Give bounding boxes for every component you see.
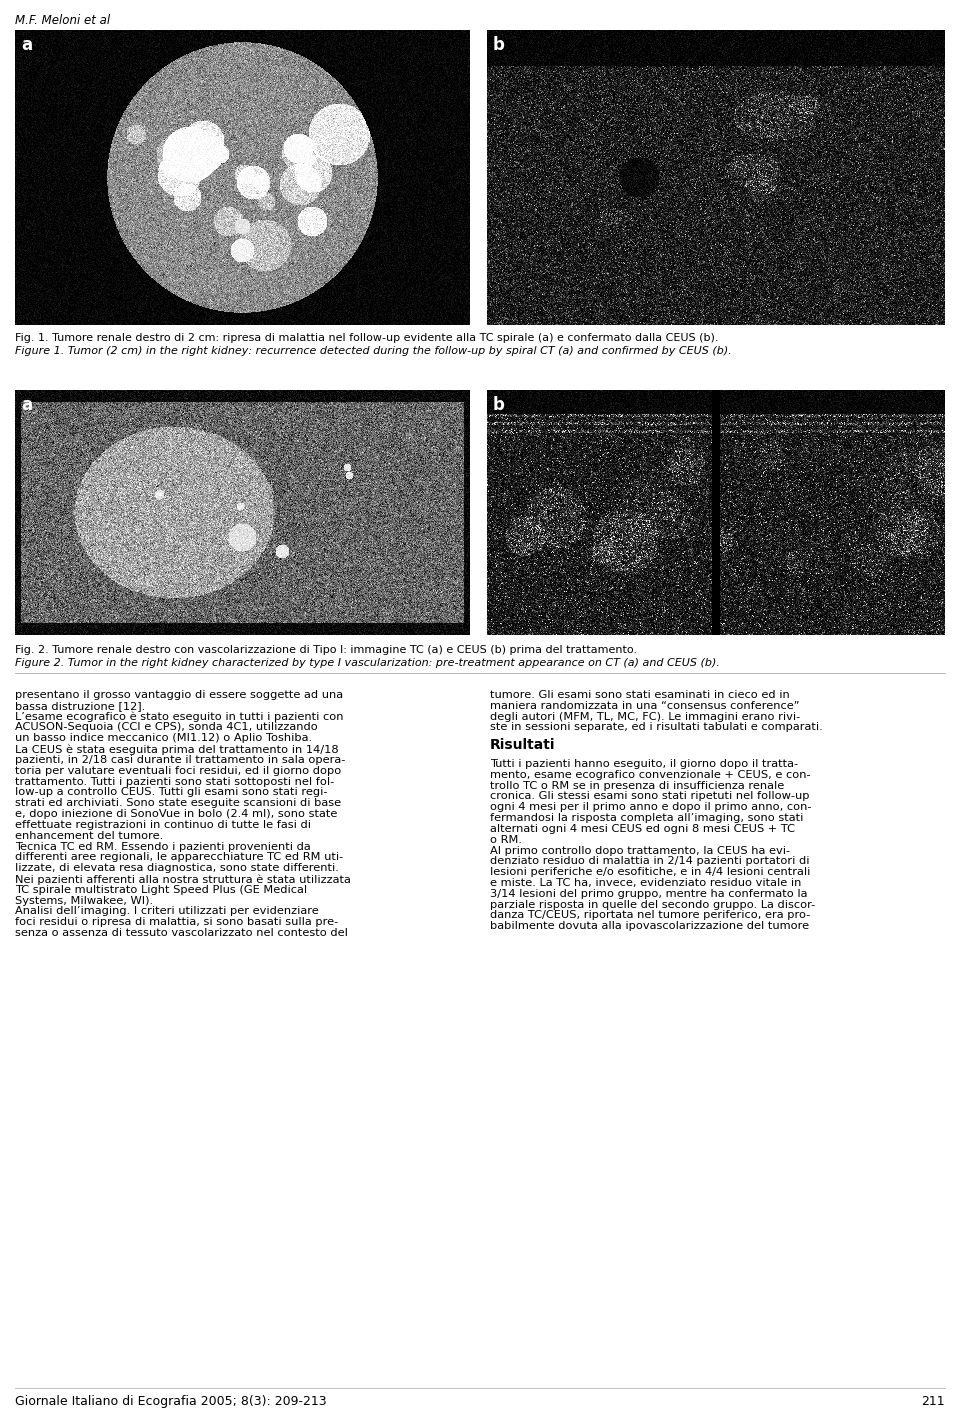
Text: TC spirale multistrato Light Speed Plus (GE Medical: TC spirale multistrato Light Speed Plus … bbox=[15, 885, 307, 895]
Text: degli autori (MFM, TL, MC, FC). Le immagini erano rivi-: degli autori (MFM, TL, MC, FC). Le immag… bbox=[490, 711, 801, 721]
Text: lesioni periferiche e/o esofitiche, e in 4/4 lesioni centrali: lesioni periferiche e/o esofitiche, e in… bbox=[490, 867, 810, 877]
Text: La CEUS è stata eseguita prima del trattamento in 14/18: La CEUS è stata eseguita prima del tratt… bbox=[15, 744, 339, 755]
Text: o RM.: o RM. bbox=[490, 834, 522, 844]
Text: senza o assenza di tessuto vascolarizzato nel contesto del: senza o assenza di tessuto vascolarizzat… bbox=[15, 928, 348, 937]
Text: un basso indice meccanico (MI1.12) o Aplio Toshiba.: un basso indice meccanico (MI1.12) o Apl… bbox=[15, 734, 312, 744]
Text: danza TC/CEUS, riportata nel tumore periferico, era pro-: danza TC/CEUS, riportata nel tumore peri… bbox=[490, 911, 810, 921]
Text: babilmente dovuta alla ipovascolarizzazione del tumore: babilmente dovuta alla ipovascolarizzazi… bbox=[490, 922, 809, 932]
Text: b: b bbox=[493, 396, 505, 414]
Text: lizzate, di elevata resa diagnostica, sono state differenti.: lizzate, di elevata resa diagnostica, so… bbox=[15, 863, 339, 874]
Text: Al primo controllo dopo trattamento, la CEUS ha evi-: Al primo controllo dopo trattamento, la … bbox=[490, 846, 790, 855]
Text: Analisi dell’imaging. I criteri utilizzati per evidenziare: Analisi dell’imaging. I criteri utilizza… bbox=[15, 906, 319, 916]
Text: 211: 211 bbox=[922, 1396, 945, 1408]
Bar bbox=[15, 390, 470, 635]
Bar bbox=[487, 30, 945, 325]
Text: a: a bbox=[21, 396, 32, 414]
Text: Fig. 1. Tumore renale destro di 2 cm: ripresa di malattia nel follow-up evidente: Fig. 1. Tumore renale destro di 2 cm: ri… bbox=[15, 334, 718, 344]
Text: low-up a controllo CEUS. Tutti gli esami sono stati regi-: low-up a controllo CEUS. Tutti gli esami… bbox=[15, 788, 327, 797]
Text: e, dopo iniezione di SonoVue in bolo (2.4 ml), sono state: e, dopo iniezione di SonoVue in bolo (2.… bbox=[15, 809, 337, 819]
Text: fermandosi la risposta completa all’imaging, sono stati: fermandosi la risposta completa all’imag… bbox=[490, 813, 804, 823]
Text: foci residui o ripresa di malattia, si sono basati sulla pre-: foci residui o ripresa di malattia, si s… bbox=[15, 918, 338, 928]
Text: Fig. 2. Tumore renale destro con vascolarizzazione di Tipo I: immagine TC (a) e : Fig. 2. Tumore renale destro con vascola… bbox=[15, 645, 637, 655]
Text: ogni 4 mesi per il primo anno e dopo il primo anno, con-: ogni 4 mesi per il primo anno e dopo il … bbox=[490, 802, 811, 812]
Bar bbox=[487, 390, 945, 635]
Text: parziale risposta in quelle del secondo gruppo. La discor-: parziale risposta in quelle del secondo … bbox=[490, 899, 815, 909]
Text: cronica. Gli stessi esami sono stati ripetuti nel follow-up: cronica. Gli stessi esami sono stati rip… bbox=[490, 792, 809, 802]
Text: differenti aree regionali, le apparecchiature TC ed RM uti-: differenti aree regionali, le apparecchi… bbox=[15, 853, 344, 863]
Text: enhancement del tumore.: enhancement del tumore. bbox=[15, 830, 163, 841]
Text: pazienti, in 2/18 casi durante il trattamento in sala opera-: pazienti, in 2/18 casi durante il tratta… bbox=[15, 755, 346, 765]
Text: e miste. La TC ha, invece, evidenziato residuo vitale in: e miste. La TC ha, invece, evidenziato r… bbox=[490, 878, 802, 888]
Text: Figure 1. Tumor (2 cm) in the right kidney: recurrence detected during the follo: Figure 1. Tumor (2 cm) in the right kidn… bbox=[15, 346, 732, 356]
Text: strati ed archiviati. Sono state eseguite scansioni di base: strati ed archiviati. Sono state eseguit… bbox=[15, 799, 341, 809]
Text: a: a bbox=[21, 35, 32, 54]
Text: Tecnica TC ed RM. Essendo i pazienti provenienti da: Tecnica TC ed RM. Essendo i pazienti pro… bbox=[15, 841, 311, 851]
Text: Tutti i pazienti hanno eseguito, il giorno dopo il tratta-: Tutti i pazienti hanno eseguito, il gior… bbox=[490, 759, 798, 769]
Text: mento, esame ecografico convenzionale + CEUS, e con-: mento, esame ecografico convenzionale + … bbox=[490, 769, 810, 779]
Text: bassa distruzione [12].: bassa distruzione [12]. bbox=[15, 701, 145, 711]
Text: Figure 2. Tumor in the right kidney characterized by type I vascularization: pre: Figure 2. Tumor in the right kidney char… bbox=[15, 658, 720, 667]
Text: presentano il grosso vantaggio di essere soggette ad una: presentano il grosso vantaggio di essere… bbox=[15, 690, 343, 700]
Text: maniera randomizzata in una “consensus conference”: maniera randomizzata in una “consensus c… bbox=[490, 701, 800, 711]
Text: Giornale Italiano di Ecografia 2005; 8(3): 209-213: Giornale Italiano di Ecografia 2005; 8(3… bbox=[15, 1396, 326, 1408]
Text: L’esame ecografico è stato eseguito in tutti i pazienti con: L’esame ecografico è stato eseguito in t… bbox=[15, 711, 344, 723]
Text: 3/14 lesioni del primo gruppo, mentre ha confermato la: 3/14 lesioni del primo gruppo, mentre ha… bbox=[490, 889, 807, 899]
Text: b: b bbox=[493, 35, 505, 54]
Text: M.F. Meloni et al: M.F. Meloni et al bbox=[15, 14, 110, 27]
Text: Nei pazienti afferenti alla nostra struttura è stata utilizzata: Nei pazienti afferenti alla nostra strut… bbox=[15, 874, 350, 885]
Text: trattamento. Tutti i pazienti sono stati sottoposti nel fol-: trattamento. Tutti i pazienti sono stati… bbox=[15, 776, 334, 786]
Text: effettuate registrazioni in continuo di tutte le fasi di: effettuate registrazioni in continuo di … bbox=[15, 820, 311, 830]
Text: Systems, Milwakee, WI).: Systems, Milwakee, WI). bbox=[15, 895, 154, 905]
Text: ste in sessioni separate, ed i risultati tabulati e comparati.: ste in sessioni separate, ed i risultati… bbox=[490, 723, 823, 732]
Text: alternati ogni 4 mesi CEUS ed ogni 8 mesi CEUS + TC: alternati ogni 4 mesi CEUS ed ogni 8 mes… bbox=[490, 824, 795, 834]
Text: denziato residuo di malattia in 2/14 pazienti portatori di: denziato residuo di malattia in 2/14 paz… bbox=[490, 857, 809, 867]
Text: ACUSON-Sequoia (CCI e CPS), sonda 4C1, utilizzando: ACUSON-Sequoia (CCI e CPS), sonda 4C1, u… bbox=[15, 723, 318, 732]
Text: Risultati: Risultati bbox=[490, 738, 556, 752]
Text: toria per valutare eventuali foci residui, ed il giorno dopo: toria per valutare eventuali foci residu… bbox=[15, 766, 341, 776]
Text: tumore. Gli esami sono stati esaminati in cieco ed in: tumore. Gli esami sono stati esaminati i… bbox=[490, 690, 790, 700]
Text: trollo TC o RM se in presenza di insufficienza renale: trollo TC o RM se in presenza di insuffi… bbox=[490, 781, 784, 790]
Bar bbox=[15, 30, 470, 325]
